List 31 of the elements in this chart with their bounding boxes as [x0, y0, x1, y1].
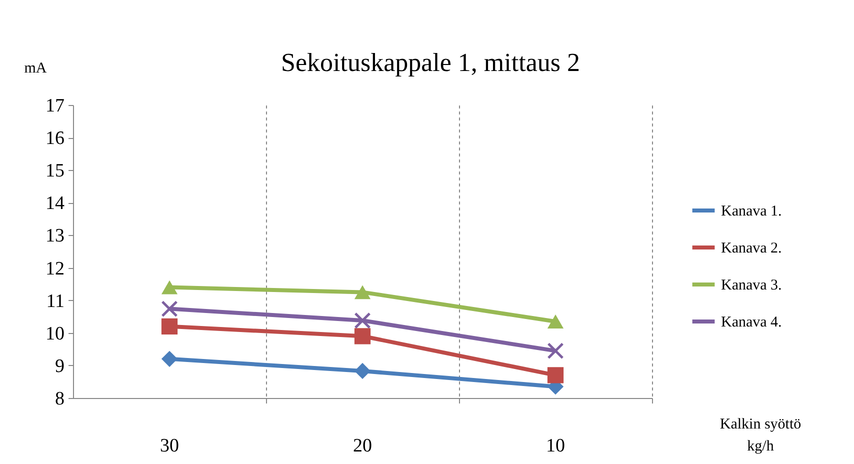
y-tick-label: 13 [46, 226, 64, 247]
point [354, 328, 371, 344]
x-tick-label: 30 [160, 436, 179, 456]
point [161, 318, 178, 334]
y-tick-label: 8 [55, 388, 64, 410]
x-tick-label: 20 [353, 436, 372, 456]
point [354, 312, 371, 329]
legend-label: Kanava 4. [721, 314, 782, 330]
legend-label: Kanava 1. [721, 204, 782, 220]
y-tick-label: 9 [55, 356, 64, 377]
point [547, 314, 564, 328]
y-tick-label: 11 [46, 290, 64, 312]
y-tick-label: 10 [46, 323, 64, 344]
y-tick-label: 12 [46, 258, 64, 280]
chart-title: Sekoituskappale 1, mittaus 2 [281, 48, 580, 77]
point [547, 342, 564, 360]
legend-label: Kanava 2. [721, 240, 782, 256]
point [161, 350, 178, 367]
legend-label: Kanava 3. [721, 278, 782, 294]
y-tick-label: 15 [46, 160, 64, 182]
point [161, 280, 178, 294]
x-axis-title: Kalkin syöttö kg/h [720, 416, 802, 454]
y-axis-title: mA [24, 60, 47, 76]
x-tick-label: 10 [546, 436, 565, 456]
y-tick-label: 17 [46, 96, 64, 116]
y-tick-label: 14 [46, 193, 65, 214]
point [161, 300, 178, 318]
point [547, 367, 564, 384]
point [354, 362, 371, 380]
point [354, 285, 371, 300]
y-tick-label: 16 [46, 128, 64, 150]
